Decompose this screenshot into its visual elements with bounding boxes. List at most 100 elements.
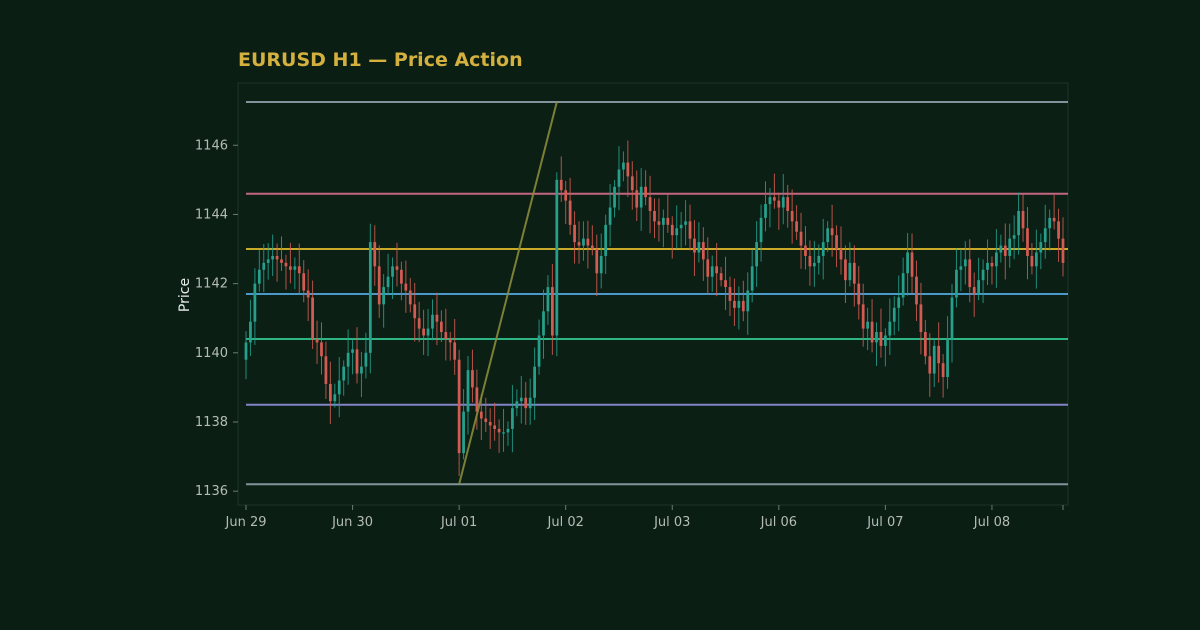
candle-body <box>253 283 257 322</box>
candle-body <box>737 300 741 308</box>
candle-body <box>1057 221 1060 239</box>
candle-body <box>817 255 821 263</box>
candle-body <box>462 411 465 454</box>
candle-body <box>360 366 363 374</box>
candle-body <box>835 235 838 250</box>
candle-body <box>959 266 963 270</box>
candle-body <box>311 297 314 339</box>
candle-body <box>644 186 647 198</box>
candle-body <box>808 255 812 267</box>
candle-body <box>511 408 514 429</box>
candle-body <box>1003 245 1007 256</box>
candle-body <box>475 387 479 412</box>
y-tick-label: 1146 <box>195 138 228 153</box>
candle-body <box>839 249 843 260</box>
candle-body <box>724 280 727 288</box>
candle-body <box>497 428 501 433</box>
candle-body <box>315 338 319 343</box>
candle-body <box>515 401 519 409</box>
candle-body <box>1012 235 1016 239</box>
candle-body <box>968 259 972 288</box>
candle-body <box>875 332 878 343</box>
candle-body <box>910 252 914 277</box>
candle-body <box>306 290 310 298</box>
candle-body <box>728 287 732 301</box>
candle-body <box>1048 217 1052 229</box>
candle-body <box>848 262 852 281</box>
candle-body <box>550 287 554 336</box>
candle-body <box>946 338 949 378</box>
candle-body <box>382 287 386 305</box>
candle-body <box>386 276 390 288</box>
candle-body <box>506 428 510 433</box>
x-tick-label: Jul 03 <box>653 515 690 530</box>
candle-body <box>1008 238 1012 256</box>
candle-body <box>333 394 337 402</box>
level-lines <box>246 101 1068 486</box>
candle-body <box>693 238 696 253</box>
candle-body <box>764 204 767 218</box>
candle-body <box>586 238 590 246</box>
candle-body <box>448 338 452 343</box>
candle-body <box>546 287 550 312</box>
candle-body <box>502 432 505 434</box>
candle-body <box>790 210 794 222</box>
y-axis-label: Price <box>177 278 193 312</box>
candle-body <box>635 190 639 208</box>
candle-body <box>391 266 394 277</box>
x-tick-label: Jul 06 <box>760 515 797 530</box>
candle-body <box>786 197 790 211</box>
candle-body <box>888 321 892 336</box>
candle-body <box>320 342 323 357</box>
candle-body <box>537 335 541 367</box>
candle-body <box>866 321 870 329</box>
y-tick-label: 1140 <box>195 346 228 361</box>
candle-body <box>257 269 261 284</box>
candle-body <box>746 290 750 312</box>
candle-body <box>324 356 328 384</box>
candle-body <box>950 297 954 339</box>
candle-body <box>666 217 670 225</box>
y-axis: 1136 1138 1140 1142 1144 1146 <box>195 138 238 499</box>
candle-body <box>719 273 723 281</box>
x-tick-label: Jun 30 <box>331 515 373 530</box>
candle-body <box>670 224 674 236</box>
candle-body <box>706 259 710 277</box>
candle-body <box>897 297 901 308</box>
candle-body <box>249 321 252 343</box>
candle-body <box>884 335 887 346</box>
candle-body <box>413 304 417 319</box>
candle-body <box>484 418 488 422</box>
candles <box>244 140 1065 477</box>
candle-body <box>302 273 306 291</box>
candle-body <box>768 197 772 205</box>
candle-body <box>857 283 861 305</box>
candle-body <box>275 255 279 260</box>
candle-body <box>861 304 865 329</box>
candle-body <box>377 266 381 305</box>
candle-body <box>781 197 785 208</box>
candle-body <box>577 242 581 246</box>
candle-body <box>715 266 719 274</box>
candle-body <box>932 345 936 374</box>
candle-body <box>555 179 559 336</box>
candle-body <box>830 228 834 236</box>
candle-body <box>395 266 399 270</box>
candle-body <box>852 262 856 284</box>
y-tick-label: 1144 <box>195 207 228 222</box>
candle-body <box>1039 242 1043 253</box>
candle-body <box>928 356 932 374</box>
candle-body <box>568 200 572 225</box>
candle-body <box>750 266 754 291</box>
candle-body <box>1061 238 1065 263</box>
candle-body <box>963 259 967 267</box>
candle-body <box>941 363 945 378</box>
candle-body <box>688 221 692 239</box>
candle-body <box>417 318 421 329</box>
candle-body <box>919 304 923 333</box>
candle-body <box>870 321 874 343</box>
x-tick-label: Jul 01 <box>440 515 477 530</box>
candle-body <box>1043 228 1047 243</box>
candle-body <box>604 224 608 256</box>
